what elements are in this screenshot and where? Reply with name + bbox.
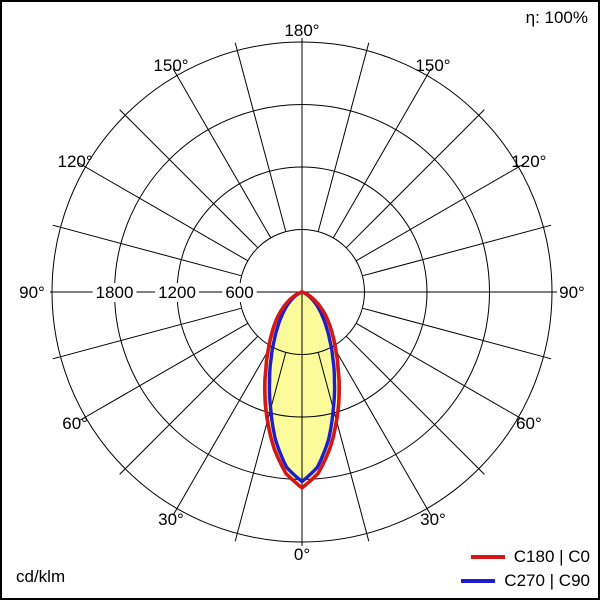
angle-label-90-left: 90° [19,283,45,302]
ring-label-bg-600 [222,283,257,302]
legend-item-c90: C270 | C90 [461,571,590,591]
c0-line-swatch [470,555,505,559]
angle-label-0-right: 0° [294,545,310,564]
angle-label-150-left: 150° [153,56,188,75]
grid-spoke-210 [172,68,272,239]
angle-label-90-right: 90° [559,283,585,302]
ring-label-bg-1800 [92,283,137,302]
angle-label-150-right: 150° [415,56,450,75]
ring-label-bg-1200 [155,283,199,302]
curve-c180-c0 [263,290,341,490]
ring-label-1800: 1800 [96,283,134,302]
grid-spoke-300 [78,322,249,422]
grid-spoke-135 [345,109,485,249]
legend: C180 | C0 C270 | C90 [461,547,590,591]
grid-spoke-165 [317,42,370,232]
grid-spoke-315 [119,335,259,475]
grid-spoke-195 [234,42,287,232]
angle-label-60-right: 60° [516,414,542,433]
legend-label-c90: C270 | C90 [504,571,590,590]
angle-label-30-left: 30° [158,510,184,529]
ring-label-1200: 1200 [158,283,196,302]
efficiency-label: η: 100% [525,8,588,27]
grid-spoke-15 [317,352,370,542]
grid-spoke-45 [345,335,485,475]
grid-spoke-330 [172,345,272,516]
grid-spoke-225 [119,109,259,249]
grid-spoke-150 [332,68,432,239]
grid-spoke-30 [332,345,432,516]
angle-label-30-right: 30° [420,510,446,529]
angle-label-120-right: 120° [511,152,546,171]
grid-spoke-285 [52,307,242,360]
grid-spoke-120 [355,162,526,262]
ring-label-600: 600 [225,283,253,302]
grid-spoke-345 [234,352,287,542]
angle-label-60-left: 60° [62,414,88,433]
c90-line-swatch [461,579,496,583]
legend-label-c0: C180 | C0 [513,547,590,566]
grid-spoke-240 [78,162,249,262]
angle-label-120-left: 120° [58,152,93,171]
legend-item-c0: C180 | C0 [470,547,590,567]
angle-label-180-right: 180° [284,21,319,40]
grid-spoke-255 [52,224,242,277]
grid-spoke-60 [355,322,526,422]
grid-spoke-105 [362,224,552,277]
unit-label: cd/klm [16,567,66,586]
grid-spoke-75 [362,307,552,360]
